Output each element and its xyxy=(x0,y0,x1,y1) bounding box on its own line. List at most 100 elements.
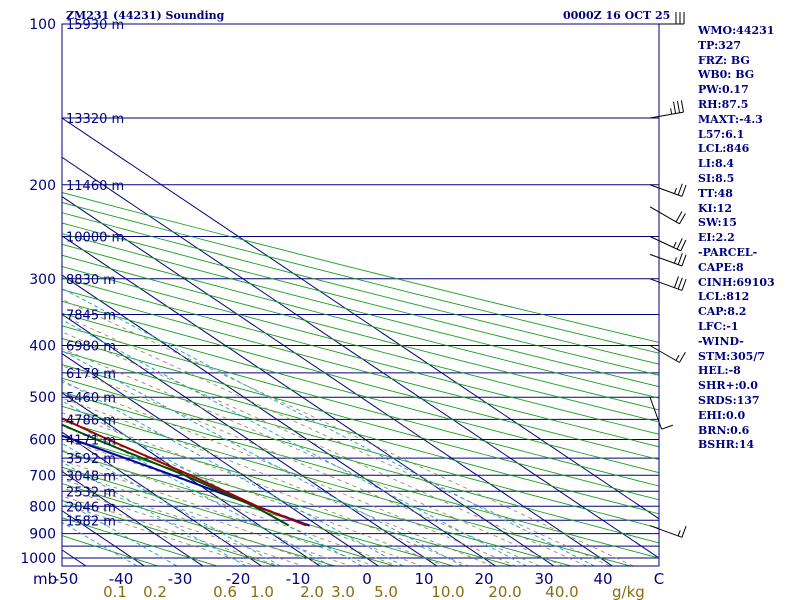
temperature-tick-label: 40 xyxy=(593,570,612,588)
temperature-tick-label: 0 xyxy=(362,570,372,588)
index-item: SW:15 xyxy=(698,216,737,230)
moist-adiabat-line xyxy=(62,503,258,566)
mixing-ratio-line xyxy=(62,499,178,566)
index-item: EHI:0.0 xyxy=(698,408,746,422)
dry-adiabat-line xyxy=(62,265,659,423)
wind-barb-flag xyxy=(661,424,674,430)
skewt-grid xyxy=(0,12,659,569)
mixing-ratio-unit-label: g/kg xyxy=(612,583,645,600)
height-label: 6179 m xyxy=(66,367,116,382)
stability-indices-panel: WMO:44231 TP:327 FRZ: BG WB0: BG PW:0.17 RH:8… xyxy=(698,24,775,453)
height-label: 4786 m xyxy=(66,413,116,428)
wind-barb xyxy=(650,12,685,25)
dry-adiabat-line xyxy=(62,300,659,461)
moist-adiabat-line xyxy=(62,487,305,566)
dry-adiabat-line xyxy=(62,325,659,487)
wind-barb xyxy=(649,206,686,225)
moist-adiabat-line xyxy=(62,425,447,566)
isotherm-line xyxy=(62,274,497,566)
temperature-tick-label: 30 xyxy=(534,570,553,588)
dry-adiabat-line xyxy=(62,517,219,566)
isotherm-line xyxy=(0,12,32,569)
wind-barb xyxy=(649,253,687,267)
wind-barb-flag xyxy=(681,525,687,538)
dewpoint-trace xyxy=(62,423,290,527)
wind-barb-flag xyxy=(676,100,681,113)
pressure-tick-label: 500 xyxy=(29,390,56,406)
height-label: 11460 m xyxy=(66,179,124,194)
wind-barb-half-flag xyxy=(670,108,673,115)
dry-adiabat-line xyxy=(62,212,659,365)
dry-adiabat-line xyxy=(62,499,278,566)
index-item: SRDS:137 xyxy=(698,393,760,407)
mixing-ratio-tick-label: 40.0 xyxy=(545,583,578,600)
height-label: 2046 m xyxy=(66,500,116,515)
dry-adiabat-line xyxy=(62,192,659,343)
mixing-ratio-tick-label: 1.0 xyxy=(250,583,274,600)
height-label: 3592 m xyxy=(66,452,116,467)
wind-barb-staff xyxy=(649,345,680,363)
temperature-tick-label: -50 xyxy=(54,570,79,588)
pressure-tick-label: 800 xyxy=(29,499,56,515)
mixing-ratio-line xyxy=(62,400,364,566)
wind-barb-staff xyxy=(649,206,680,225)
temperature-tick-label: -10 xyxy=(286,570,311,588)
wind-barb xyxy=(649,345,686,363)
index-item: EI:2.2 xyxy=(698,231,735,245)
pressure-tick-label: 100 xyxy=(29,17,56,33)
dry-adiabat-line xyxy=(62,289,659,448)
wind-barb-half-flag xyxy=(673,241,677,248)
wind-barb xyxy=(649,183,687,197)
index-item: SHR+:0.0 xyxy=(698,379,758,393)
wind-barb-flag xyxy=(680,239,687,252)
index-item: TT:48 xyxy=(698,186,733,200)
index-item: CAP:8.2 xyxy=(698,305,747,319)
pressure-unit-label: mb xyxy=(33,570,57,588)
moist-adiabat-line xyxy=(62,365,541,566)
wind-barb xyxy=(649,276,687,291)
index-item: TP:327 xyxy=(698,38,742,52)
dry-adiabat-line xyxy=(62,312,659,474)
profile-traces xyxy=(62,417,310,527)
moist-adiabat-line xyxy=(62,495,281,566)
wind-barb-flag xyxy=(675,211,683,223)
temperature-tick-label: -20 xyxy=(226,570,251,588)
height-label: 5460 m xyxy=(66,391,116,406)
wind-barb xyxy=(649,397,674,430)
index-item: BRN:0.6 xyxy=(698,423,750,437)
isotherm-line xyxy=(62,156,659,559)
dry-adiabat-line xyxy=(62,450,455,566)
wind-barb-flag xyxy=(681,184,687,197)
index-item: WB0: BG xyxy=(698,68,755,82)
height-label: 10000 m xyxy=(66,230,124,245)
moist-adiabat-line xyxy=(62,449,399,566)
height-label: 7845 m xyxy=(66,309,116,324)
mixing-ratio-tick-label: 3.0 xyxy=(331,583,355,600)
wind-barb-staff xyxy=(649,111,684,119)
index-item: LI:8.4 xyxy=(698,157,735,171)
dry-adiabat-line xyxy=(62,233,659,388)
temperature-tick-label: -40 xyxy=(109,570,134,588)
isotherm-line xyxy=(62,353,380,566)
mixing-ratio-line xyxy=(62,379,405,566)
height-label: 1582 m xyxy=(66,514,116,529)
mixing-ratio-line xyxy=(62,287,596,566)
index-item: LFC:-1 xyxy=(698,319,739,333)
dry-adiabat-line xyxy=(62,420,574,566)
parcel-trace xyxy=(62,434,310,527)
temperature-tick-label: 20 xyxy=(474,570,493,588)
temperature-tick-label: C xyxy=(654,570,664,588)
mixing-ratio-tick-label: 0.1 xyxy=(103,583,127,600)
isotherm-line xyxy=(62,195,614,566)
mixing-ratio-line xyxy=(62,319,528,566)
pressure-tick-label: 200 xyxy=(29,178,56,194)
dry-adiabat-line xyxy=(62,222,659,376)
wind-barb-flag xyxy=(677,277,683,290)
index-item: KI:12 xyxy=(698,201,733,215)
height-label: 15930 m xyxy=(66,18,124,33)
isotherm-line xyxy=(62,431,263,566)
moist-adiabat-line xyxy=(62,460,376,566)
wind-barb-flag xyxy=(676,238,683,250)
pressure-tick-label: 900 xyxy=(29,527,56,543)
dry-adiabat-line xyxy=(62,243,659,399)
